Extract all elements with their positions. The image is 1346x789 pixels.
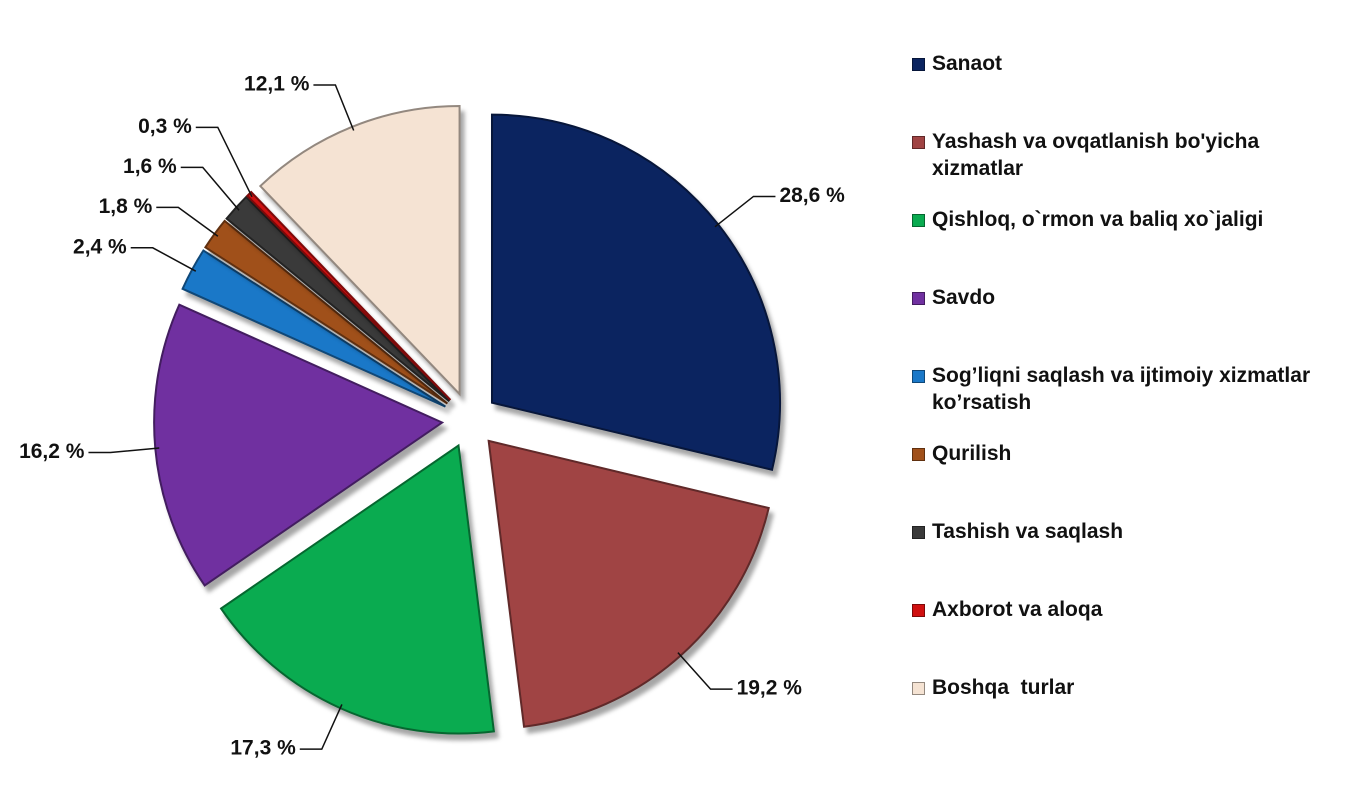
data-label: 12,1 % [244,73,310,96]
legend: Sanaot Yashash va ovqatlanish bo'yicha xi… [912,50,1342,752]
legend-swatch [912,370,925,383]
legend-swatch [912,526,925,539]
legend-label: Tashish va saqlash [932,520,1124,543]
data-label: 19,2 % [737,677,803,700]
data-label: 1,6 % [123,155,177,178]
data-label: 17,3 % [230,737,296,760]
leader-line [299,704,343,750]
slice [490,113,781,471]
leader-line [677,652,733,690]
legend-swatch [912,58,925,71]
data-label: 1,8 % [99,195,153,218]
data-label: 0,3 % [138,115,192,138]
data-label: 16,2 % [19,440,85,463]
data-label: 2,4 % [73,235,127,258]
legend-swatch [912,214,925,227]
legend-swatch [912,136,925,149]
data-label: 28,6 % [779,184,845,207]
legend-swatch [912,448,925,461]
pie-area: 28,6 % 19,2 % 17,3 % 16,2 % 2,4 % 1,8 % 1,6 % 0… [19,73,845,760]
legend-swatch [912,682,925,695]
legend-label: Axborot va aloqa [932,598,1103,621]
legend-item: Sanaot [912,50,1342,128]
legend-item: Tashish va saqlash [912,518,1342,596]
leader-line [313,84,355,131]
leader-line [88,447,160,454]
leader-line [195,126,253,198]
legend-label: Boshqa turlar [932,676,1075,699]
legend-label: Qurilish [932,442,1012,465]
legend-item: Yashash va ovqatlanish bo'yicha xizmatla… [912,128,1342,206]
legend-item: Sog’liqni saqlash va ijtimoiy xizmatlar … [912,362,1342,440]
legend-swatch [912,604,925,617]
leader-line [130,247,197,272]
leader-line [714,195,776,228]
legend-label: Qishloq, o`rmon va baliq xo`jaligi [932,208,1264,231]
legend-label: Yashash va ovqatlanish bo'yicha xizmatla… [932,130,1265,180]
legend-item: Qurilish [912,440,1342,518]
legend-item: Qishloq, o`rmon va baliq xo`jaligi [912,206,1342,284]
legend-item: Axborot va aloqa [912,596,1342,674]
legend-label: Savdo [932,286,996,309]
slice [245,190,452,401]
legend-item: Boshqa turlar [912,674,1342,752]
legend-label: Sanaot [932,52,1003,75]
leader-line [180,166,240,211]
legend-swatch [912,292,925,305]
legend-item: Savdo [912,284,1342,362]
slice [487,439,770,728]
leader-line [156,206,219,237]
legend-label: Sog’liqni saqlash va ijtimoiy xizmatlar … [932,364,1316,414]
